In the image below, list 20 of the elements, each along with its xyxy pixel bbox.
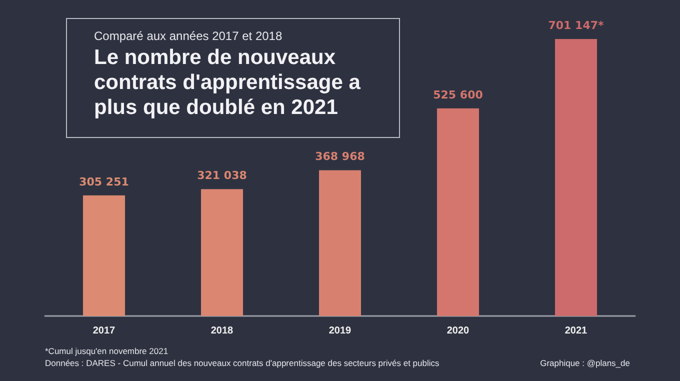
data-label: 368 968 [315,150,365,164]
bar [201,189,243,316]
x-tick-label: 2020 [446,326,470,336]
bar [319,170,361,316]
bar [437,108,479,316]
text: Données : DARES - Cumul annuel des nouveaux contrats d'apprentissage des secteurs privés et publics [45,358,440,368]
text: *Cumul jusqu'en novembre 2021 [45,346,168,356]
data-label: 525 600 [433,88,484,102]
data-label: 305 251 [79,175,129,188]
x-tick-label: 2021 [564,326,588,336]
x-tick-label: 2018 [210,326,234,336]
x-tick-label: 2017 [92,326,116,336]
bar [555,39,597,316]
chart-subtitle: Comparé aux années 2017 et 2018 [94,29,284,43]
data-label: 701 147* [548,19,604,32]
data-label: 321 038 [197,169,247,182]
x-tick-label: 2019 [328,326,352,336]
bar [83,195,125,316]
text: Le nombre de nouveaux contrats d'apprentissage a plus que doublé en 2021 [94,45,362,120]
text: Graphique : @plans_de [540,358,630,368]
